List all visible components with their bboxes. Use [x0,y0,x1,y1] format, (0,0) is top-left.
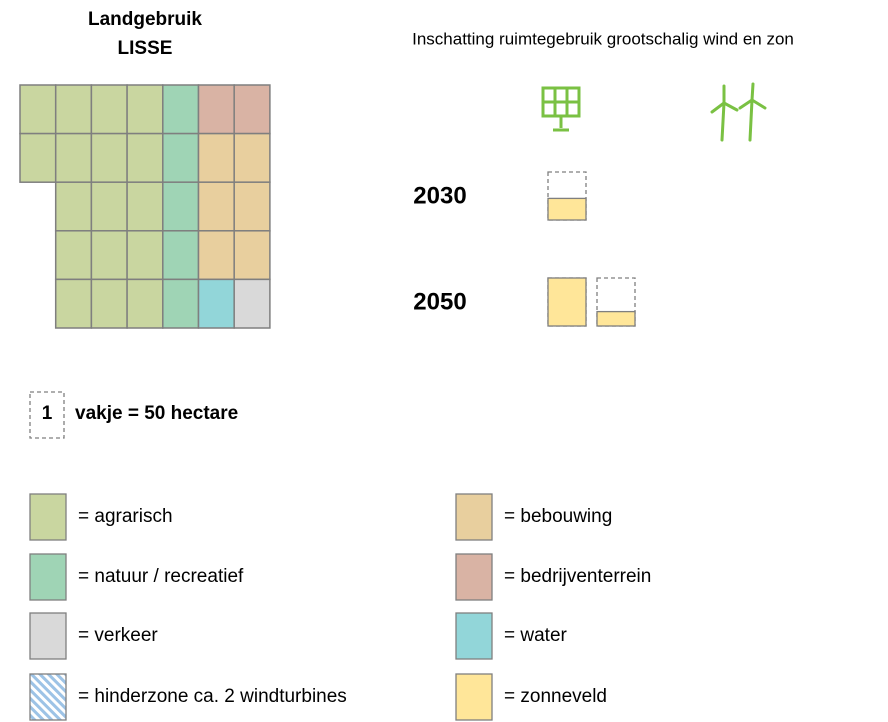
solar-icon [541,86,581,132]
land-cell [197,278,235,329]
box-fill [547,277,587,327]
land-cell [90,132,128,183]
land-cell [233,230,271,281]
subtitle: LISSE [118,38,173,59]
land-cell [90,181,128,232]
land-cell [54,230,93,281]
wind-icon [710,82,767,142]
land-cell [162,230,200,281]
land-cell [126,181,164,232]
land-cell [162,181,200,232]
legend-swatch [455,612,493,660]
year-label: 2050 [413,288,466,315]
land-cell [162,84,200,135]
legend-swatch [455,673,493,721]
land-cell [197,132,235,183]
legend-swatch [455,493,493,541]
land-cell [233,181,271,232]
legend-label: = zonneveld [504,686,607,707]
land-cell [54,181,93,232]
land-cell [197,181,235,232]
land-cell [197,230,235,281]
land-cell [54,84,93,135]
box-fill [596,310,636,327]
legend-label: = bedrijventerrein [504,566,651,587]
scale-count: 1 [42,403,53,424]
land-cell [162,278,200,329]
content: 2030 2050 1 vakje = 50 hectare = agrarisch = … [19,84,651,721]
land-cell [126,230,164,281]
title: Landgebruik [88,9,202,30]
legend-swatch [29,493,67,541]
scale-box [29,391,65,439]
land-cell [197,84,235,135]
scale-text: vakje = 50 hectare [75,403,238,424]
box-fill [547,197,587,221]
legend-swatch [29,673,67,721]
land-cell [233,84,271,135]
legend-label: = agrarisch [78,506,173,527]
land-cell [90,278,128,329]
heading: Inschatting ruimtegebruik grootschalig w… [412,29,794,48]
land-cell [126,278,164,329]
legend-swatch [455,553,493,601]
land-cell [54,132,93,183]
land-cell [19,132,57,183]
legend-label: = hinderzone ca. 2 windturbines [78,686,347,707]
legend-label: = natuur / recreatief [78,566,244,587]
land-cell [90,230,128,281]
year-label: 2030 [413,182,466,209]
land-cell [90,84,128,135]
legend-swatch [29,612,67,660]
land-cell [233,278,271,329]
land-cell [162,132,200,183]
land-cell [126,84,164,135]
legend-label: = water [504,625,568,646]
land-cell [54,278,93,329]
land-cell [19,84,57,135]
legend-label: = verkeer [78,625,158,646]
land-cell [126,132,164,183]
land-cell [233,132,271,183]
legend-swatch [29,553,67,601]
legend-label: = bebouwing [504,506,612,527]
